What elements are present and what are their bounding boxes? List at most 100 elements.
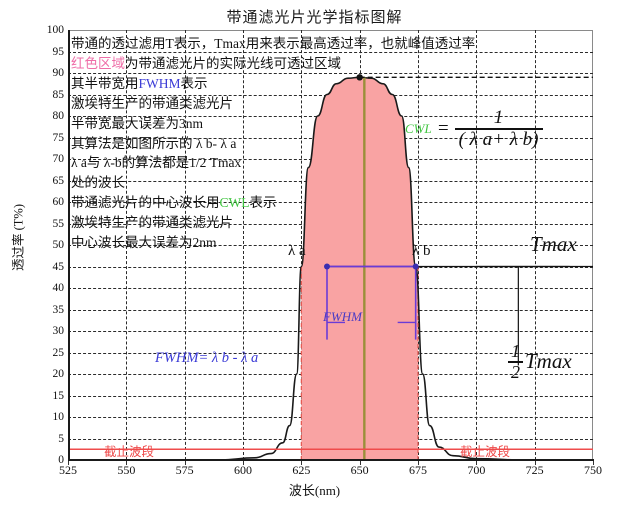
- cwl-formula: CWL = 1 ( λ a+ λ b): [405, 108, 543, 150]
- cutoff-band-left-label: 截止波段: [104, 445, 155, 459]
- annotation-line: 激埃特生产的带通类滤光片: [71, 94, 526, 114]
- cwl-label: CWL: [405, 120, 432, 136]
- x-tick-label: 550: [117, 463, 136, 477]
- half-max-marker-dot: [412, 263, 419, 270]
- x-tick-mark: [68, 461, 69, 465]
- y-tick-label: 55: [52, 217, 65, 230]
- annotation-text: 中心波长最大误差为2nm: [71, 235, 217, 251]
- x-tick-label: 600: [234, 463, 252, 477]
- x-tick-label: 725: [525, 463, 544, 477]
- y-tick-label: 0: [58, 454, 64, 466]
- x-tick-label: 575: [175, 463, 194, 477]
- y-tick-label: 75: [52, 131, 65, 144]
- annotation-line: 中心波长最大误差为2nm: [71, 233, 526, 253]
- gridline-horizontal: [68, 73, 593, 74]
- half-fraction: 1 2: [508, 342, 523, 382]
- peak-marker-dot: [356, 74, 363, 81]
- y-tick-label: 45: [52, 260, 65, 273]
- annotation-text: 为带通滤光片的实际光线可透过区域: [125, 55, 341, 71]
- y-tick-label: 30: [52, 325, 65, 337]
- annotation-text: 其半带宽用: [71, 75, 139, 91]
- fwhm-inner-label: FWHM: [323, 309, 362, 324]
- annotation-text: 表示: [249, 195, 277, 211]
- x-tick-mark: [243, 461, 244, 465]
- y-tick-label: 90: [52, 67, 65, 79]
- cwl-denominator: ( λ a+ λ b): [458, 128, 539, 150]
- annotation-line: 激埃特生产的带通类滤光片: [71, 213, 526, 233]
- cwl-equals: =: [436, 117, 450, 139]
- y-tick-label: 35: [52, 303, 65, 316]
- y-tick-label: 95: [52, 45, 65, 58]
- y-tick-label: 10: [52, 411, 65, 423]
- y-tick-label: 100: [46, 24, 64, 36]
- y-tick-label: 15: [52, 389, 65, 402]
- annotation-text: 表示: [180, 75, 208, 91]
- fraction-bar: [454, 127, 543, 130]
- y-tick-label: 20: [52, 368, 65, 380]
- x-axis-line: [68, 459, 594, 461]
- x-axis-title: 波长(nm): [288, 483, 341, 498]
- annotation-text: 带通的透过滤用T表示，Tmax用来表示最高透过率，也就峰值透过率: [71, 36, 476, 51]
- annotation-line: 带通的透过滤用T表示，Tmax用来表示最高透过率，也就峰值透过率: [71, 34, 526, 54]
- x-tick-label: 700: [467, 463, 486, 477]
- cwl-numerator: 1: [493, 107, 504, 128]
- transmission-curve: [68, 74, 593, 460]
- annotation-text: 激埃特生产的带通类滤光片: [71, 95, 233, 111]
- y-tick-label: 70: [52, 153, 65, 165]
- y-tick-label: 85: [52, 88, 65, 101]
- annotation-text: λ a与 λ-b的算法都是1/2 Tmax: [71, 155, 242, 171]
- annotation-line: 其算法是如图所示的 λ b- λ a: [71, 134, 526, 154]
- gridline-horizontal: [68, 51, 593, 53]
- annotation-text: 红色区域: [71, 55, 125, 71]
- lambda-b-label: λ b: [412, 243, 431, 259]
- x-tick-label: 650: [350, 463, 369, 477]
- x-tick-mark: [301, 461, 303, 465]
- annotation-text: 其算法是如图所示的 λ b- λ a: [71, 135, 237, 151]
- x-tick-mark: [476, 461, 478, 465]
- half-max-marker-dot: [324, 263, 330, 270]
- half-tmax-label: 1 2 Tmax: [508, 342, 572, 382]
- x-tick-mark: [359, 461, 361, 465]
- half-numerator: 1: [511, 341, 520, 361]
- x-tick-mark: [593, 461, 594, 465]
- y-tick-label: 80: [52, 110, 65, 122]
- annotation-text: 半带宽最大误差为3nm: [71, 115, 204, 131]
- x-tick-mark: [418, 461, 419, 465]
- x-tick-mark: [534, 461, 536, 465]
- x-tick-mark: [126, 461, 128, 465]
- annotation-text: 带通滤光片的中心波长用: [71, 195, 220, 211]
- fwhm-equation: FWHM= λ b - λ a: [155, 350, 259, 366]
- x-tick-mark: [184, 461, 186, 465]
- half-tmax-text: Tmax: [525, 349, 572, 374]
- y-tick-label: 50: [52, 239, 65, 251]
- x-tick-label: 625: [292, 463, 311, 477]
- cutoff-band-right-label: 截止波段: [460, 445, 511, 459]
- annotation-line: 处的波长: [71, 173, 526, 193]
- shaded-passband-region: [301, 77, 418, 460]
- y-tick-label: 60: [52, 196, 65, 208]
- annotation-text: FWHM: [138, 75, 181, 91]
- tmax-label: Tmax: [530, 232, 577, 256]
- annotation-text: 处的波长: [71, 175, 125, 191]
- x-tick-label: 525: [59, 463, 77, 477]
- half-denominator: 2: [511, 361, 520, 382]
- annotation-line: 带通滤光片的中心波长用CWL表示: [71, 193, 526, 213]
- y-axis-line: [68, 30, 70, 461]
- annotation-line: λ a与 λ-b的算法都是1/2 Tmax: [71, 153, 526, 173]
- annotation-line: 半带宽最大误差为3nm: [71, 114, 526, 134]
- cwl-fraction: 1 ( λ a+ λ b): [454, 107, 543, 150]
- y-tick-label: 25: [52, 346, 65, 359]
- annotation-text: 激埃特生产的带通类滤光片: [71, 215, 233, 231]
- y-tick-label: 65: [52, 174, 65, 187]
- fraction-bar: [508, 360, 523, 363]
- annotation-line: 其半带宽用FWHM表示: [71, 74, 526, 94]
- x-tick-label: 675: [409, 463, 427, 477]
- y-axis-title: 透过率 (T%): [11, 204, 26, 271]
- annotation-text-block: 带通的透过滤用T表示，Tmax用来表示最高透过率，也就峰值透过率 红色区域为带通滤…: [71, 34, 526, 253]
- x-tick-label: 750: [584, 463, 602, 477]
- annotation-text: CWL: [219, 195, 250, 211]
- annotation-line: 红色区域为带通滤光片的实际光线可透过区域: [71, 54, 526, 74]
- chart-title: 带通滤光片光学指标图解: [226, 10, 403, 26]
- lambda-a-label: λ a: [288, 243, 306, 259]
